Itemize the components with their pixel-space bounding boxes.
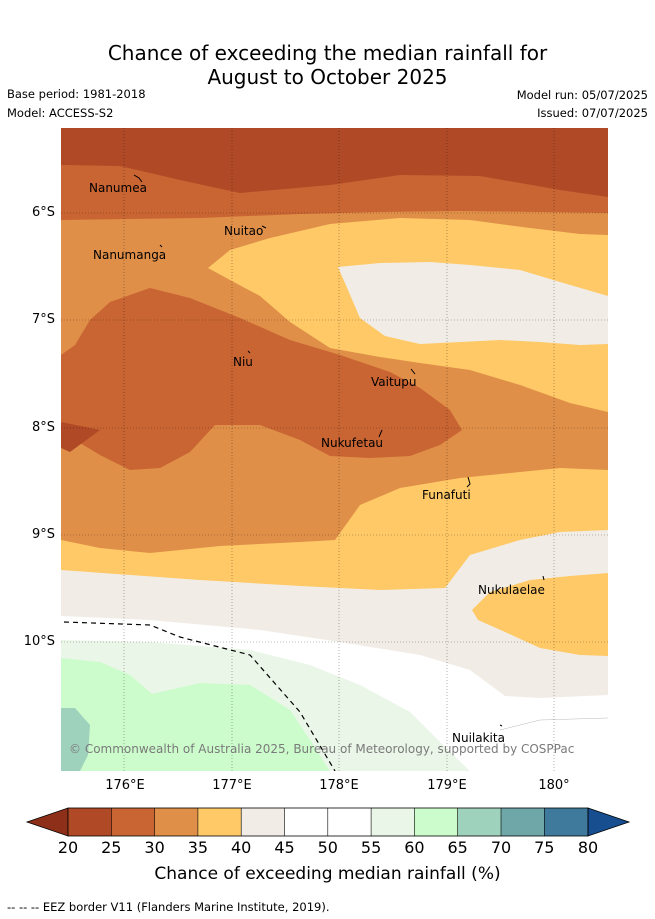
colorbar-tick: 40: [231, 838, 252, 857]
place-label-nukulaelae: Nukulaelae: [478, 583, 545, 597]
lat-tick-10s: 10°S: [23, 634, 55, 649]
band-20-25-west-patch: [61, 422, 100, 452]
map-title-line-2: August to October 2025: [207, 65, 448, 89]
island-outlines: [133, 174, 545, 727]
lon-tick-178e: 178°E: [319, 778, 359, 793]
lon-tick-179e: 179°E: [427, 778, 467, 793]
grid-lines: [61, 128, 608, 771]
rainfall-probability-map: [61, 128, 608, 771]
colorbar-tick: 70: [490, 838, 512, 857]
place-label-nukufetau: Nukufetau: [321, 436, 384, 450]
band-25-30-central: [61, 288, 462, 470]
colorbar-tick: 75: [534, 838, 555, 857]
lat-tick-9s: 9°S: [31, 527, 55, 542]
lat-tick-6s: 6°S: [31, 205, 55, 220]
colorbar-tick: 80: [577, 838, 599, 857]
colorbar-tick: 35: [187, 838, 209, 857]
copyright-notice: © Commonwealth of Australia 2025, Bureau…: [69, 742, 575, 756]
model-text: Model: ACCESS-S2: [7, 106, 114, 120]
base-period-text: Base period: 1981-2018: [7, 87, 146, 101]
place-label-nanumanga: Nanumanga: [93, 248, 167, 262]
lon-tick-177e: 177°E: [212, 778, 252, 793]
model-run-text: Model run: 05/07/2025: [516, 88, 648, 102]
lon-tick-176e: 176°E: [105, 778, 145, 793]
colorbar-tick: 50: [317, 838, 338, 857]
issued-text: Issued: 07/07/2025: [537, 106, 648, 120]
lat-tick-8s: 8°S: [31, 420, 55, 435]
band-35-40-southeast: [472, 573, 608, 656]
colorbar-tick: 55: [360, 838, 382, 857]
place-label-nuitao: Nuitao: [224, 224, 264, 238]
colorbar-tick: 25: [101, 838, 122, 857]
place-label-vaitupu: Vaitupu: [371, 375, 417, 389]
colorbar-tick: 20: [57, 838, 79, 857]
map-title-line-1: Chance of exceeding the median rainfall …: [107, 41, 548, 65]
place-label-funafuti: Funafuti: [422, 488, 471, 502]
colorbar-tick: 30: [144, 838, 165, 857]
band-65-70: [61, 708, 90, 771]
colorbar-tick: 45: [274, 838, 295, 857]
place-label-niu: Niu: [233, 355, 253, 369]
place-label-nuilakita: Nuilakita: [452, 731, 505, 745]
place-label-nanumea: Nanumea: [89, 181, 147, 195]
colorbar-tick: 60: [404, 838, 425, 857]
band-40-45-upper: [338, 262, 608, 345]
colorbar: [25, 807, 631, 837]
colorbar-tick: 65: [447, 838, 468, 857]
lat-tick-7s: 7°S: [31, 312, 55, 327]
colorbar-label: Chance of exceeding median rainfall (%): [154, 864, 501, 884]
band-60-65: [61, 658, 330, 771]
eez-legend-text: -- -- -- EEZ border V11 (Flanders Marine…: [7, 900, 330, 914]
lon-tick-180: 180°: [538, 778, 570, 793]
eez-border-line: [63, 621, 336, 771]
